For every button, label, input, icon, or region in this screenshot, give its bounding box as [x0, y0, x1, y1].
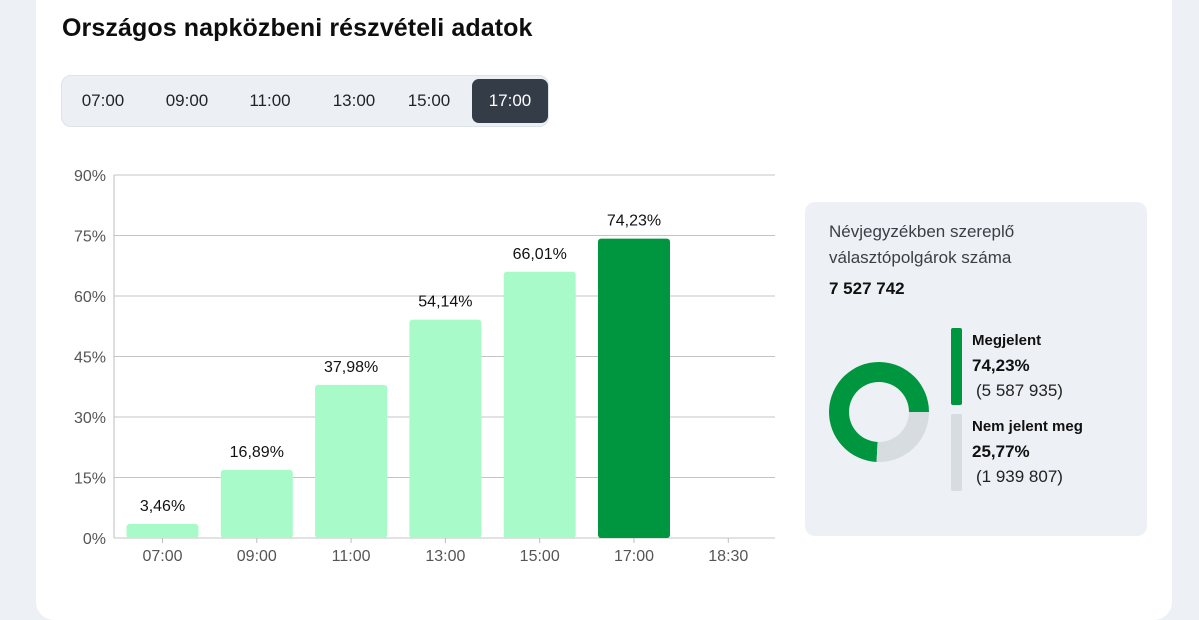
- legend-absent-percent: 25,77%: [972, 442, 1030, 461]
- legend-absent-count: (1 939 807): [976, 467, 1063, 486]
- registered-voters-total: 7 527 742: [829, 279, 905, 298]
- bar-1300: [409, 319, 482, 538]
- bar-value-label: 66,01%: [513, 246, 567, 263]
- y-tick-label: 30%: [74, 410, 106, 427]
- tab-0700[interactable]: 07:00: [81, 91, 125, 110]
- legend-present-name: Megjelent: [972, 332, 1042, 349]
- bar-value-label: 16,89%: [230, 444, 284, 461]
- turnout-bar-chart: 0% 15% 30% 45% 60% 75% 90% 3,46% 07:00 16,89% 09:0…: [74, 168, 775, 565]
- legend-present-count: (5 587 935): [976, 381, 1063, 400]
- bar-1700: [598, 238, 670, 539]
- turnout-donut-chart: [829, 362, 929, 462]
- bar-value-label: 74,23%: [607, 213, 661, 230]
- y-tick-label: 15%: [74, 471, 106, 488]
- tab-1300[interactable]: 13:00: [332, 91, 376, 110]
- x-tick-label: 13:00: [425, 548, 465, 565]
- x-tick-label: 07:00: [142, 548, 182, 565]
- bar-value-label: 3,46%: [140, 498, 185, 515]
- x-tick-label: 09:00: [237, 548, 277, 565]
- legend-swatch-absent: [951, 414, 962, 491]
- y-tick-label: 75%: [74, 229, 106, 246]
- legend-absent-name: Nem jelent meg: [972, 418, 1083, 435]
- registered-voters-panel: Névjegyzékben szereplő választópolgárok …: [805, 202, 1147, 536]
- x-tick-label: 11:00: [332, 548, 371, 565]
- bar-0900: [220, 469, 293, 538]
- x-tick-label: 15:00: [520, 548, 560, 565]
- tab-0900[interactable]: 09:00: [165, 91, 209, 110]
- x-tick-label: 18:30: [708, 548, 748, 565]
- bar-0700: [126, 524, 199, 538]
- donut-slice-absent: [876, 412, 929, 462]
- y-tick-label: 90%: [74, 168, 106, 185]
- y-tick-label: 60%: [74, 289, 106, 306]
- tab-1500[interactable]: 15:00: [407, 91, 451, 110]
- time-tabs: 07:00 09:00 11:00 13:00 15:00 17:00: [61, 75, 549, 127]
- bar-value-label: 37,98%: [324, 359, 378, 376]
- registered-voters-label: Névjegyzékben szereplő választópolgárok …: [829, 222, 1015, 267]
- page-title: Országos napközbeni részvételi adatok: [62, 14, 533, 42]
- legend-present-percent: 74,23%: [972, 356, 1030, 375]
- tab-1700[interactable]: 17:00: [472, 79, 548, 123]
- bar-1500: [503, 271, 576, 538]
- bar-value-label: 54,14%: [418, 294, 472, 311]
- tab-1100[interactable]: 11:00: [249, 91, 291, 110]
- y-tick-label: 45%: [74, 350, 106, 367]
- bar-1100: [315, 384, 388, 538]
- donut-slice-present: [829, 362, 929, 462]
- legend-swatch-present: [951, 328, 962, 405]
- x-tick-label: 17:00: [614, 548, 654, 565]
- y-tick-label: 0%: [83, 531, 106, 548]
